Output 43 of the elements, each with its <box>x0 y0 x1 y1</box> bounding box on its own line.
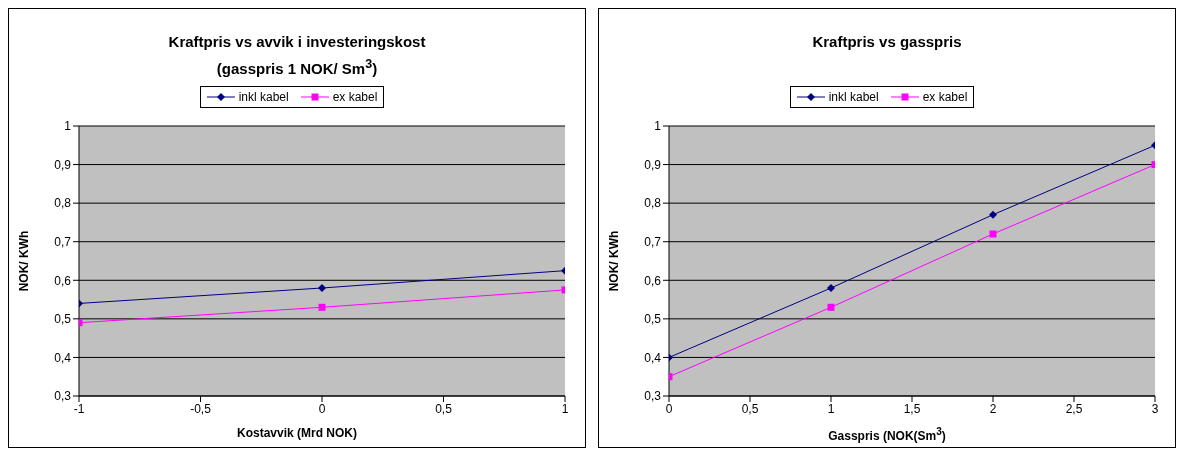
y-axis-title: NOK/ KWh <box>607 230 622 292</box>
x-axis-title: Gasspris (NOK(Sm$^{3}$) <box>827 426 947 443</box>
y-tick-label: 0,9 <box>644 157 662 172</box>
point <box>989 230 997 238</box>
x-tick-label: 1,5 <box>903 401 921 416</box>
y-tick-label: 0,9 <box>54 157 72 172</box>
y-tick-label: 0,7 <box>54 234 72 249</box>
x-tick-label: 1 <box>561 401 569 416</box>
x-tick-label: 2 <box>989 401 997 416</box>
chart-title: Kraftpris vs avvik i investeringskost <box>167 32 427 52</box>
y-tick-label: 0,5 <box>644 312 662 327</box>
legend-label: inkl kabel <box>237 90 289 104</box>
y-tick-label: 0,3 <box>54 389 72 404</box>
x-tick-label: -0,5 <box>190 401 212 416</box>
y-tick-label: 0,4 <box>644 350 662 365</box>
x-axis-title: Kostavvik (Mrd NOK) <box>236 426 358 440</box>
y-tick-label: 0,4 <box>54 350 72 365</box>
x-tick-label: 0 <box>318 401 326 416</box>
y-axis-title: NOK/ KWh <box>17 230 32 292</box>
legend-label: inkl kabel <box>827 90 879 104</box>
y-tick-label: 1 <box>64 119 72 134</box>
x-tick-label: -1 <box>73 401 85 416</box>
legend-label: ex kabel <box>921 90 968 104</box>
x-tick-label: 0,5 <box>435 401 453 416</box>
point <box>827 303 835 311</box>
chart-title: Kraftpris vs gasspris <box>811 32 963 52</box>
x-tick-label: 2,5 <box>1065 401 1083 416</box>
y-tick-label: 0,3 <box>644 389 662 404</box>
point <box>827 284 835 292</box>
legend-label: ex kabel <box>331 90 378 104</box>
y-tick-label: 0,7 <box>644 234 662 249</box>
x-tick-label: 0 <box>665 401 673 416</box>
x-tick-label: 1 <box>827 401 835 416</box>
x-tick-label: 0,5 <box>741 401 759 416</box>
y-tick-label: 0,5 <box>54 312 72 327</box>
point <box>989 210 997 219</box>
y-tick-label: 0,6 <box>644 273 662 288</box>
y-tick-label: 0,6 <box>54 273 72 288</box>
y-tick-label: 1 <box>654 119 662 134</box>
x-tick-label: 3 <box>1151 401 1159 416</box>
y-tick-label: 0,8 <box>644 196 662 211</box>
y-tick-label: 0,8 <box>54 196 72 211</box>
chart-subtitle: (gasspris 1 NOK/ Sm$^{3}$) <box>215 56 379 79</box>
